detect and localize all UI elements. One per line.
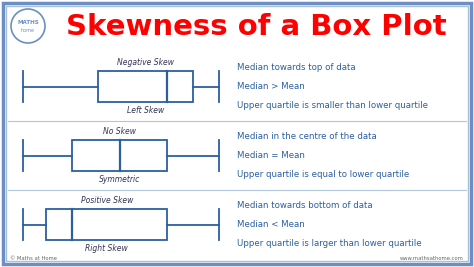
Text: Median in the centre of the data: Median in the centre of the data bbox=[237, 132, 377, 141]
Text: Median > Mean: Median > Mean bbox=[237, 82, 305, 91]
Text: Symmetric: Symmetric bbox=[99, 175, 140, 184]
Text: Negative Skew: Negative Skew bbox=[117, 58, 174, 67]
Bar bbox=[73, 140, 167, 171]
Text: Upper quartile is equal to lower quartile: Upper quartile is equal to lower quartil… bbox=[237, 170, 409, 179]
Text: © Maths at Home: © Maths at Home bbox=[10, 256, 57, 261]
Text: Median < Mean: Median < Mean bbox=[237, 220, 305, 229]
Text: Upper quartile is larger than lower quartile: Upper quartile is larger than lower quar… bbox=[237, 239, 422, 248]
Text: www.mathsathome.com: www.mathsathome.com bbox=[400, 256, 464, 261]
Text: Upper quartile is smaller than lower quartile: Upper quartile is smaller than lower qua… bbox=[237, 101, 428, 110]
Text: Median = Mean: Median = Mean bbox=[237, 151, 305, 160]
Bar bbox=[98, 71, 193, 102]
Circle shape bbox=[11, 9, 45, 43]
Text: No Skew: No Skew bbox=[103, 127, 136, 136]
Text: Right Skew: Right Skew bbox=[85, 244, 128, 253]
Text: Median towards bottom of data: Median towards bottom of data bbox=[237, 201, 373, 210]
Text: Left Skew: Left Skew bbox=[127, 106, 164, 115]
Text: MATHS: MATHS bbox=[17, 19, 39, 25]
Bar bbox=[46, 209, 167, 240]
Text: home: home bbox=[21, 28, 35, 33]
Text: Positive Skew: Positive Skew bbox=[81, 196, 133, 205]
Text: Skewness of a Box Plot: Skewness of a Box Plot bbox=[65, 13, 447, 41]
Text: Median towards top of data: Median towards top of data bbox=[237, 63, 356, 72]
